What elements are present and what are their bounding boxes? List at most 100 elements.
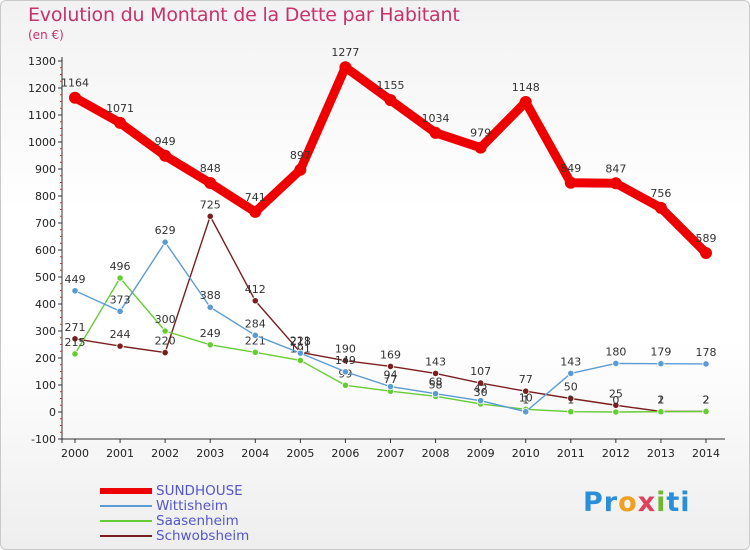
y-tick-label: 500 [35, 271, 56, 284]
data-label: 190 [335, 343, 356, 356]
data-label: 77 [519, 373, 533, 386]
data-point [161, 327, 169, 335]
data-point [69, 91, 81, 104]
data-label: 1277 [331, 46, 359, 59]
data-point [564, 176, 577, 189]
data-point [702, 360, 710, 368]
data-point [519, 96, 532, 109]
data-point [294, 163, 307, 176]
data-label: 221 [290, 334, 311, 347]
data-label: 249 [200, 327, 221, 340]
data-point [477, 397, 485, 405]
x-tick-label: 2004 [241, 447, 269, 460]
data-point [654, 201, 667, 214]
data-label: 412 [245, 283, 266, 296]
data-point [700, 246, 712, 259]
data-label: 77 [384, 373, 398, 386]
data-label: 756 [650, 187, 671, 200]
data-point [384, 94, 397, 107]
data-label: 1071 [106, 102, 134, 115]
data-label: 589 [696, 232, 717, 245]
data-label: 300 [155, 313, 176, 326]
data-label: 1 [522, 394, 529, 407]
data-point [341, 368, 350, 376]
x-tick-label: 2009 [467, 447, 495, 460]
data-label: 449 [65, 273, 86, 286]
data-point [339, 61, 352, 74]
data-label: 496 [110, 260, 131, 273]
y-tick-label: 700 [35, 217, 56, 230]
logo-letter: r [603, 487, 619, 518]
data-label: 949 [155, 135, 176, 148]
data-point [567, 394, 575, 403]
y-tick-label: 1200 [28, 82, 56, 95]
y-tick-label: 800 [35, 190, 56, 203]
data-label: 50 [564, 381, 578, 394]
legend-swatch-wittisheim [100, 505, 152, 507]
x-tick-label: 2003 [196, 447, 224, 460]
data-point [474, 141, 487, 154]
data-label: 68 [429, 376, 443, 389]
data-label: 58 [429, 378, 443, 391]
data-point [702, 407, 710, 416]
data-point [296, 349, 304, 357]
data-point [71, 287, 79, 295]
logo-letter: ti [666, 487, 691, 518]
data-point [116, 342, 124, 350]
data-label: 30 [474, 386, 488, 399]
data-label: 1164 [61, 77, 89, 90]
data-point [431, 390, 440, 398]
data-label: 191 [290, 342, 311, 355]
chart-unit: (en €) [28, 28, 64, 42]
data-label: 897 [290, 149, 311, 162]
data-label: 271 [65, 321, 86, 334]
data-point [249, 205, 262, 218]
y-tick-label: 400 [35, 298, 56, 311]
data-point [522, 387, 530, 395]
data-point [522, 408, 530, 416]
data-point [204, 177, 217, 190]
data-point [429, 126, 442, 139]
data-label: 629 [155, 224, 176, 237]
data-label: 179 [650, 346, 671, 359]
y-tick-label: 300 [35, 325, 56, 338]
data-point [161, 348, 169, 357]
data-label: 149 [335, 354, 356, 367]
data-label: 143 [425, 355, 446, 368]
data-label: 215 [65, 336, 86, 349]
data-point [71, 350, 79, 358]
data-label: 1148 [512, 81, 540, 94]
data-point [116, 274, 124, 282]
x-tick-label: 2010 [512, 447, 540, 460]
legend-swatch-saasenheim [100, 520, 152, 522]
x-tick-label: 2002 [151, 447, 179, 460]
x-tick-label: 2014 [692, 447, 720, 460]
data-point [567, 369, 575, 377]
data-point [612, 359, 620, 367]
logo-letter: i [656, 487, 667, 518]
data-point [612, 408, 620, 416]
logo-letter: x [637, 487, 657, 518]
data-point [386, 383, 395, 391]
data-label: 284 [245, 317, 266, 330]
data-point [386, 362, 395, 370]
data-label: 94 [384, 369, 398, 382]
data-label: 42 [474, 383, 488, 396]
data-point [116, 307, 124, 315]
data-label: 244 [110, 328, 131, 341]
y-tick-label: 100 [35, 379, 56, 392]
data-point [657, 360, 665, 368]
data-label: 741 [245, 191, 266, 204]
proxiti-logo[interactable]: Proxiti [583, 487, 691, 518]
data-point [114, 116, 127, 129]
legend-label-sundhouse: SUNDHOUSE [156, 483, 243, 499]
y-tick-label: 200 [35, 352, 56, 365]
x-tick-label: 2006 [331, 447, 359, 460]
data-point [71, 335, 79, 343]
y-tick-label: 900 [35, 163, 56, 176]
data-point [206, 212, 214, 220]
debt-line-chart: -100010020030040050060070080090010001100… [28, 46, 725, 460]
data-label: 107 [470, 365, 491, 378]
data-label: 178 [696, 346, 717, 359]
data-label: 143 [560, 355, 581, 368]
